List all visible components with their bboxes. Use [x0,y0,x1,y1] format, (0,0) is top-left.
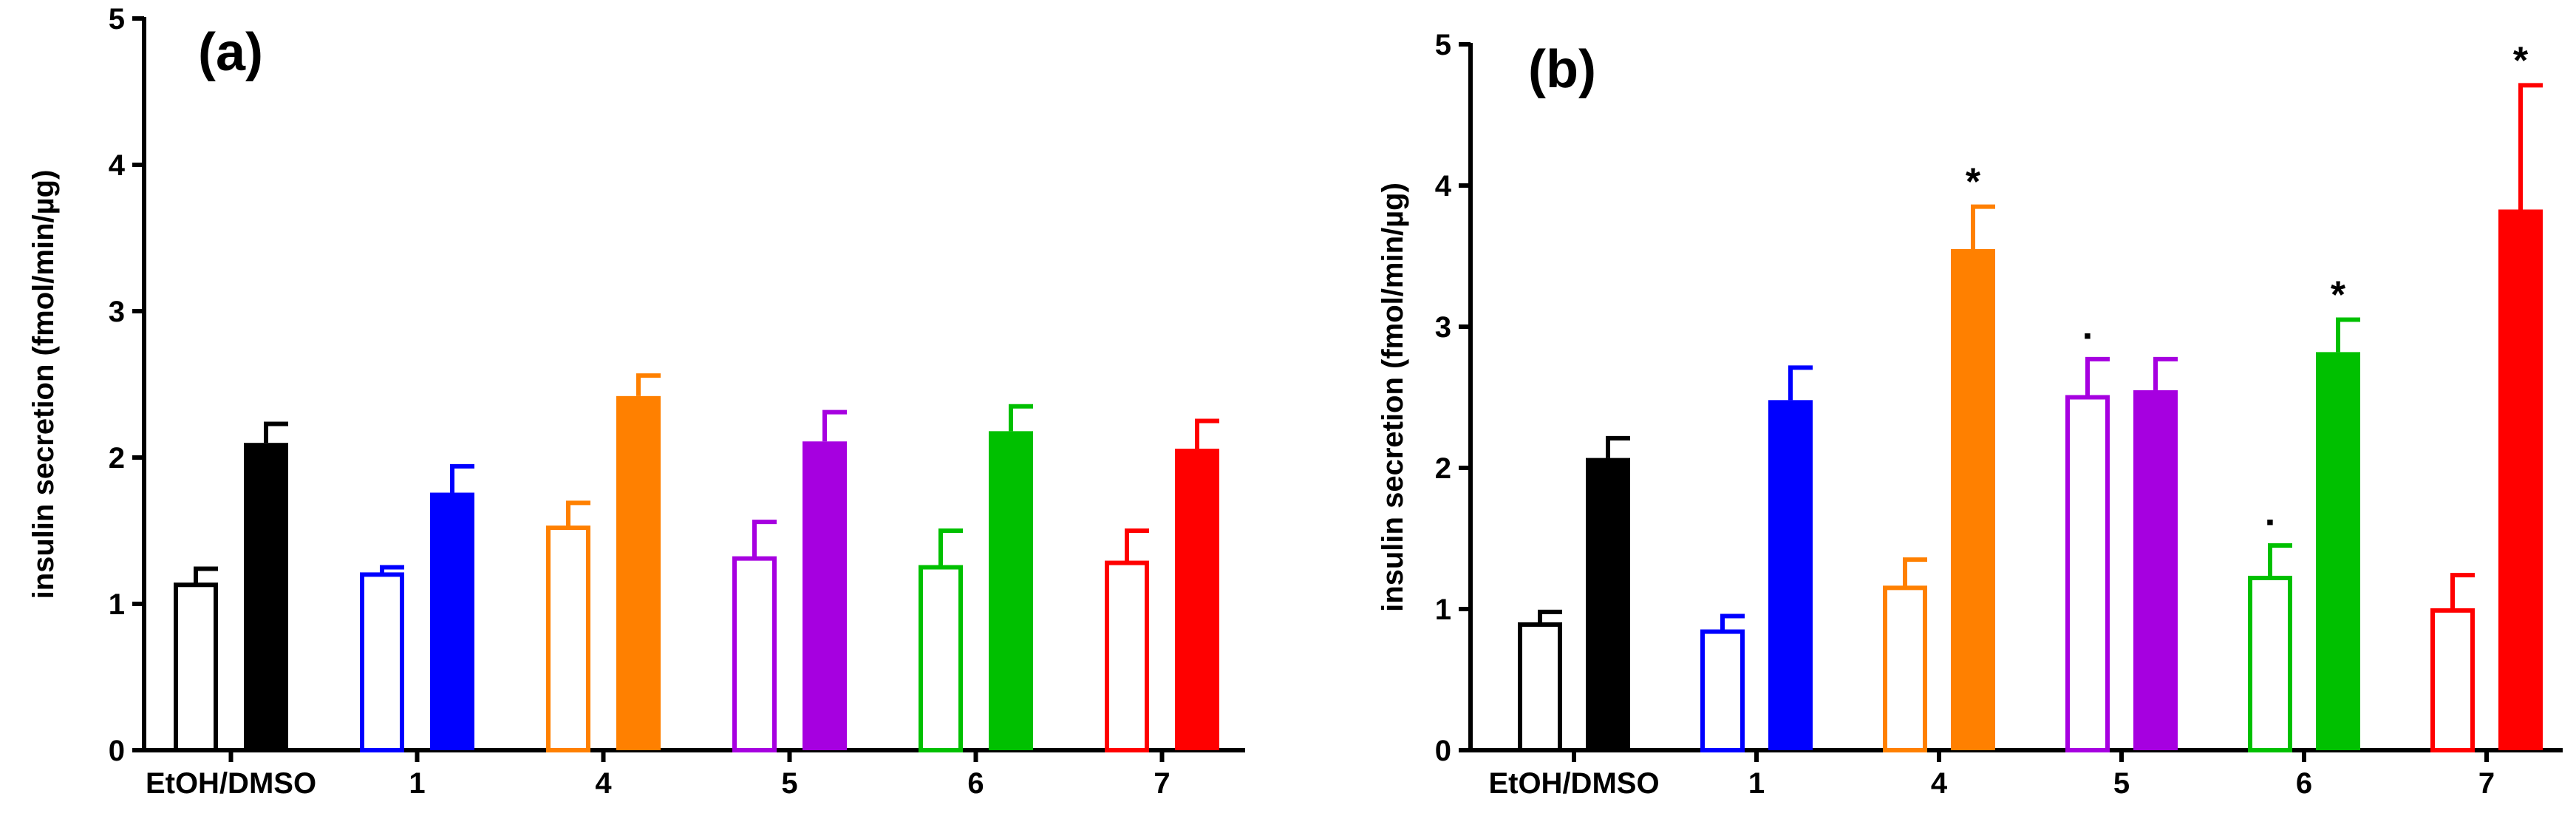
bar-open-4 [2065,395,2110,752]
bar-open-6 [2430,608,2475,752]
bar-filled-3 [1951,248,1995,750]
x-tick-label: 5 [2113,767,2130,800]
y-axis-title: insulin secretion (fmol/min/µg) [27,170,60,599]
panel-label: (b) [1528,40,1596,99]
significance-marker: * [2513,39,2529,82]
bar-filled-4 [803,441,847,750]
bar-filled-1 [244,443,288,750]
significance-marker: ▪ [2084,324,2092,348]
y-tick-label: 1 [109,588,125,621]
bar-filled-2 [430,492,474,750]
x-tick-label: 1 [1748,767,1765,800]
bar-open-2 [360,572,404,753]
x-tick-label: 4 [595,767,612,800]
bar-filled-4 [2133,390,2178,750]
bar-open-1 [1518,622,1562,753]
bar-filled-2 [1768,400,1813,750]
y-tick-label: 5 [1435,29,1451,61]
significance-marker: * [2331,273,2346,316]
x-tick-label: EtOH/DMSO [146,767,316,800]
chart-panel-a: 0 1 2 3 4 5 insulin secretion (fmol/min/µg) (a)… [27,3,1245,800]
bar-open-1 [174,582,218,753]
significance-marker: ▪ [2266,510,2275,534]
bar-open-3 [546,526,590,752]
bar-open-6 [1105,560,1149,752]
x-tick-label: 6 [2296,767,2312,800]
significance-marker: * [1966,161,1981,204]
panel-label: (a) [198,23,263,82]
y-tick-label: 0 [109,735,125,767]
bar-filled-5 [2316,352,2360,750]
bar-open-5 [919,565,963,752]
bar-open-2 [1700,629,1745,752]
bar-filled-6 [1175,449,1219,750]
bar-filled-1 [1586,458,1630,750]
bar-chart-a: 0 1 2 3 4 5 insulin secretion (fmol/min/µg) (a)… [27,3,1245,800]
x-tick-label: 1 [409,767,425,800]
bar-open-5 [2248,575,2292,752]
x-tick-label: 7 [1154,767,1170,800]
y-tick-label: 1 [1435,594,1451,626]
bar-open-3 [1883,585,1927,752]
x-tick-label: EtOH/DMSO [1488,767,1659,800]
x-tick-label: 7 [2478,767,2495,800]
x-tick-label: 6 [967,767,984,800]
bar-open-4 [732,556,777,752]
y-tick-label: 4 [109,149,126,182]
bar-chart-b: 0 1 2 3 4 5 insulin secretion (fmol/min/µg) (b)… [1377,29,2563,800]
y-tick-label: 2 [109,442,125,475]
bar-filled-3 [616,395,661,750]
bar-filled-5 [989,431,1033,750]
y-tick-label: 2 [1435,452,1451,485]
bar-filled-6 [2498,209,2543,751]
y-tick-label: 0 [1435,735,1451,767]
x-tick-label: 4 [1931,767,1948,800]
chart-panel-b: 0 1 2 3 4 5 insulin secretion (fmol/min/µg) (b)… [1288,0,2576,833]
y-tick-label: 3 [109,296,125,328]
x-tick-label: 5 [781,767,797,800]
y-axis-title: insulin secretion (fmol/min/µg) [1377,183,1409,612]
y-tick-label: 4 [1435,170,1452,203]
y-tick-label: 3 [1435,311,1451,344]
y-tick-label: 5 [109,3,125,35]
